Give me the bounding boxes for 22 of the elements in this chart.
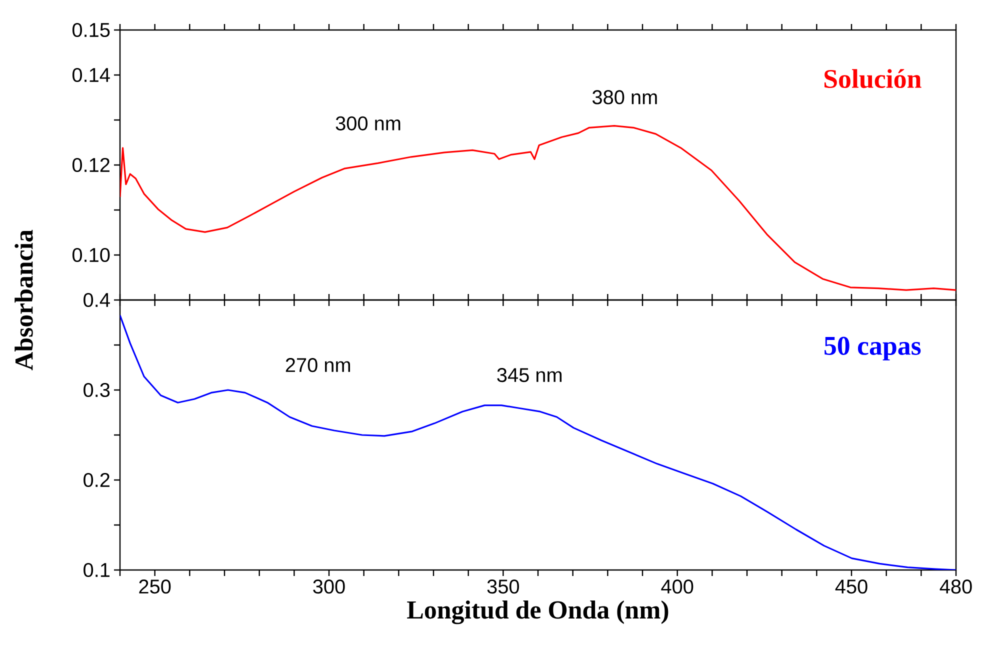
y-tick-label: 0.4 [84,292,110,308]
y-tick-label: 0.1 [84,562,110,578]
x-tick-label: 480 [940,580,972,594]
y-axis-title: Absorbancia [14,230,33,370]
annotation: 300 nm [336,116,400,130]
x-tick-label: 400 [661,580,694,594]
y-tick-label: 0.15 [72,22,110,38]
x-axis-title: Longitud de Onda (nm) [407,600,668,624]
text: 50 capas [824,336,921,360]
y-tick-label: 0.10 [72,248,110,262]
y-tick-label: 0.2 [84,472,110,488]
annotation: 270 nm [286,358,350,372]
annotation: 345 nm [497,368,562,382]
y-tick-label: 0.12 [72,158,110,172]
y-tick-label: 0.14 [72,68,110,82]
y-tick-label: 0.3 [84,382,110,398]
x-tick-label: 450 [835,580,868,594]
x-tick-label: 300 [313,580,345,594]
x-tick-label: 250 [139,580,171,594]
text: Solución [824,69,922,88]
x-tick-label: 350 [487,580,519,594]
annotation: 380 nm [592,90,657,104]
